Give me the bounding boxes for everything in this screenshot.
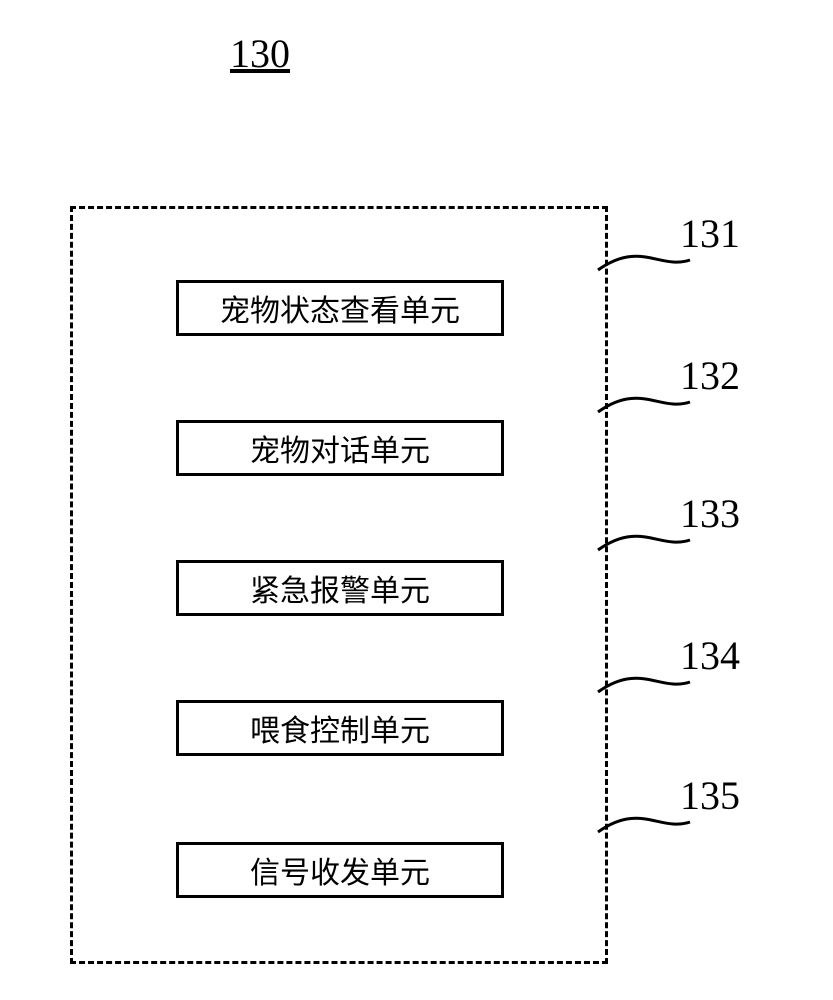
connector-134 <box>598 678 690 692</box>
diagram-canvas: 130 宠物状态查看单元 宠物对话单元 紧急报警单元 喂食控制单元 信号收发单元… <box>0 0 833 1000</box>
connector-132 <box>598 398 690 412</box>
connector-135 <box>598 818 690 832</box>
connector-131 <box>598 256 690 270</box>
connector-133 <box>598 536 690 550</box>
connector-svg <box>0 0 833 1000</box>
